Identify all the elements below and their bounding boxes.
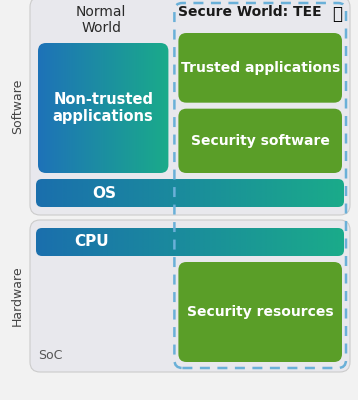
- Text: Security resources: Security resources: [187, 305, 334, 319]
- Text: Software: Software: [11, 78, 24, 134]
- Text: Hardware: Hardware: [11, 266, 24, 326]
- Text: 🔒: 🔒: [332, 5, 342, 23]
- FancyBboxPatch shape: [178, 33, 342, 103]
- FancyBboxPatch shape: [178, 262, 342, 362]
- FancyBboxPatch shape: [30, 220, 350, 372]
- Text: SoC: SoC: [38, 349, 62, 362]
- Text: Normal
World: Normal World: [76, 5, 126, 35]
- Text: CPU: CPU: [74, 234, 109, 250]
- Text: Security software: Security software: [191, 134, 330, 148]
- Text: Non-trusted
applications: Non-trusted applications: [53, 92, 154, 124]
- Text: OS: OS: [92, 186, 116, 200]
- Text: Trusted applications: Trusted applications: [180, 61, 340, 75]
- FancyBboxPatch shape: [30, 0, 350, 215]
- Text: Secure World: TEE: Secure World: TEE: [178, 5, 322, 19]
- FancyBboxPatch shape: [178, 109, 342, 173]
